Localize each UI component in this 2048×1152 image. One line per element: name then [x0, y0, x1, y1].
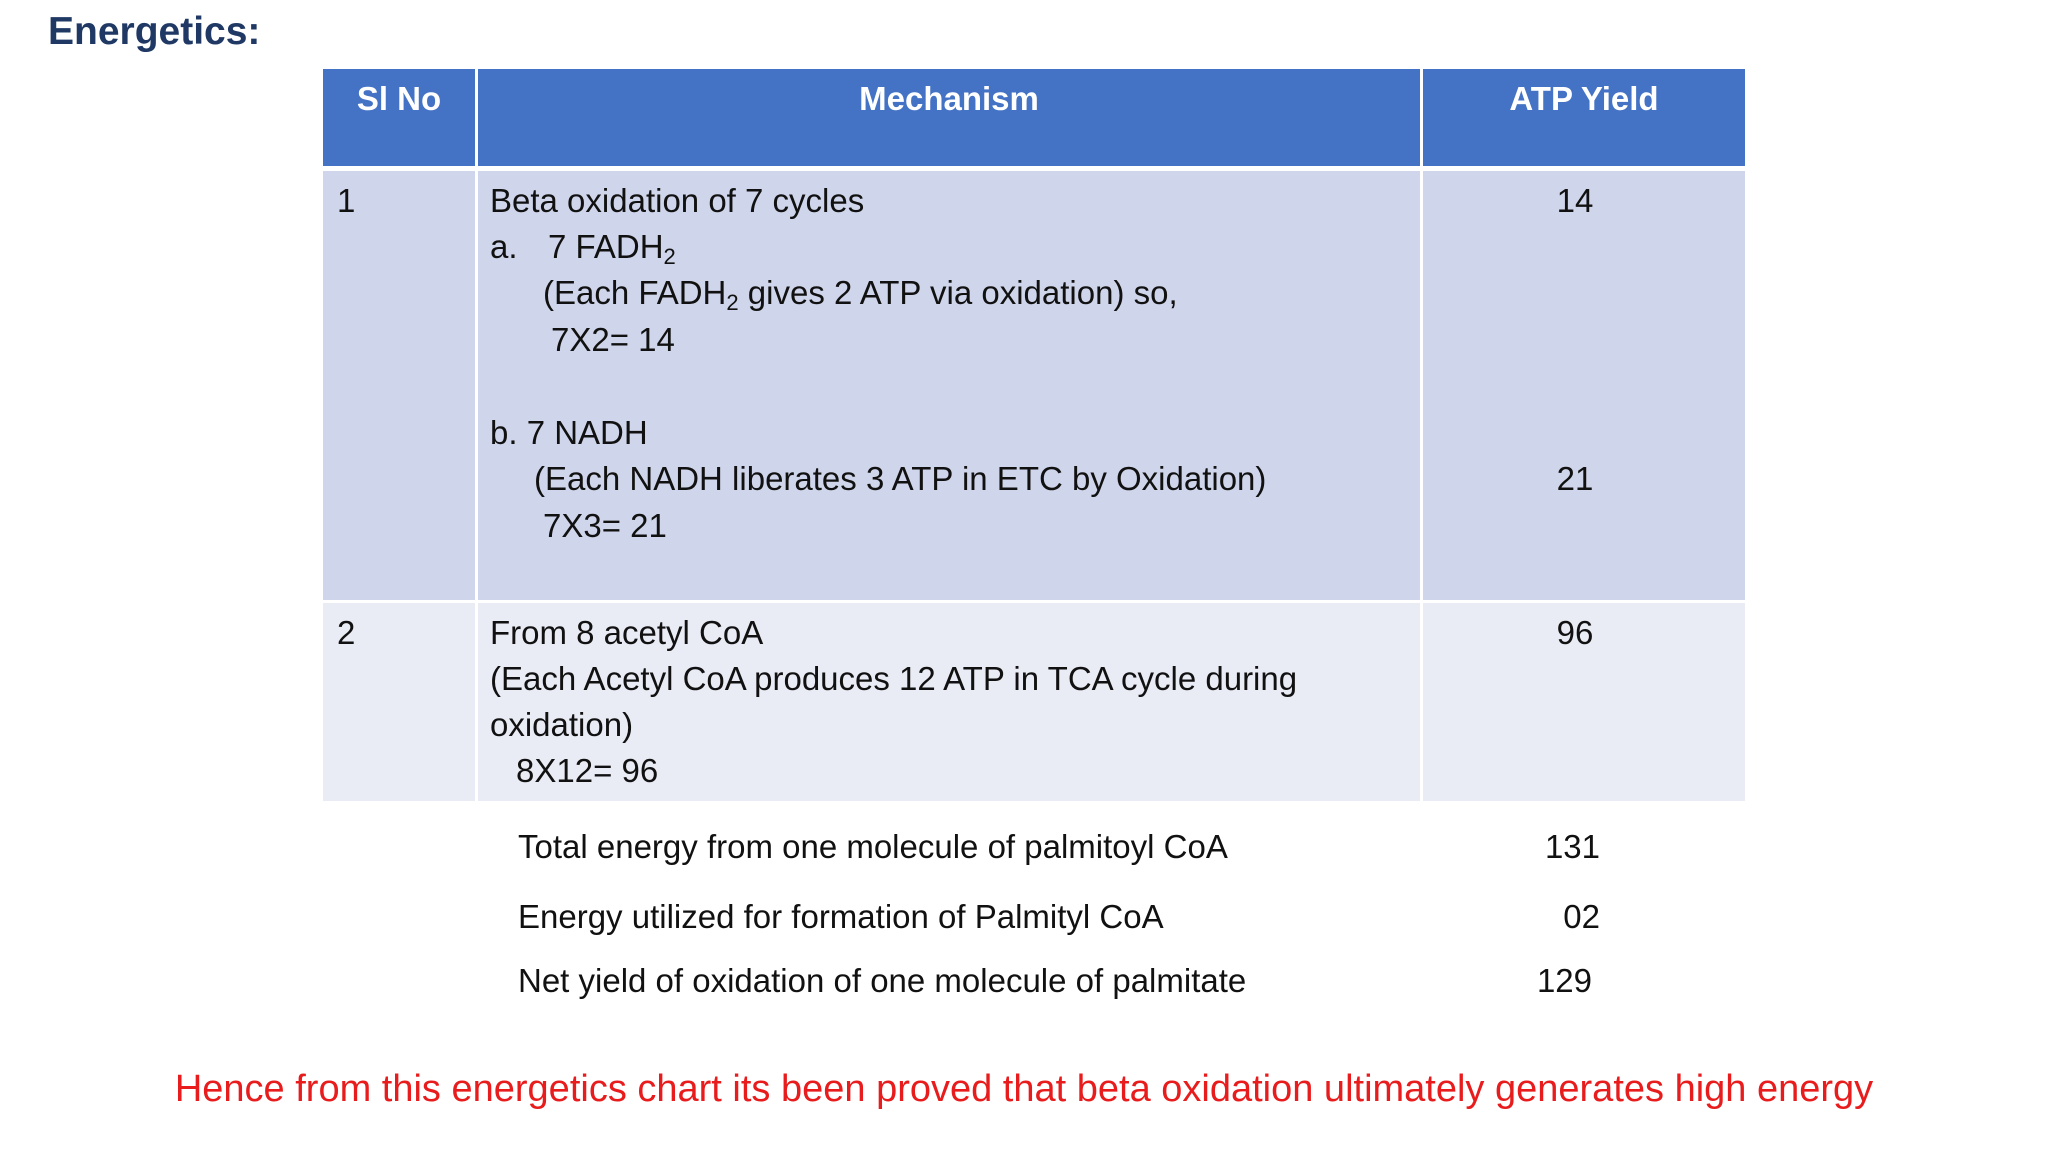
row1-cell-atp-yield: [1423, 171, 1745, 600]
row1-cell-mechanism: [478, 171, 1420, 600]
row1-cell-sl-no: [323, 171, 475, 600]
row2-calc: 8X12= 96: [516, 752, 659, 789]
conclusion-text: Hence from this energetics chart its bee…: [174, 1068, 1874, 1110]
row2-line3: oxidation): [490, 706, 634, 743]
header-atp-yield: ATP Yield: [1509, 80, 1659, 117]
summary-net-label: Net yield of oxidation of one molecule o…: [518, 962, 1247, 999]
row2-cell-atp-yield: [1423, 603, 1745, 801]
header-sl-no: Sl No: [356, 80, 442, 117]
row1-mechanism-heading: Beta oxidation of 7 cycles: [490, 182, 865, 219]
row1-part-a-title: 7 FADH2: [548, 228, 676, 269]
summary-utilized-value: 02: [1563, 898, 1600, 935]
row1-part-a-note: (Each FADH2 gives 2 ATP via oxidation) s…: [543, 274, 1178, 315]
row1-part-b-calc: 7X3= 21: [543, 507, 667, 544]
fadh-text: 7 FADH: [548, 228, 664, 265]
page-title: Energetics:: [48, 10, 261, 53]
row2-line1: From 8 acetyl CoA: [490, 614, 764, 651]
fadh-note-subscript: 2: [726, 290, 739, 315]
summary-total-label: Total energy from one molecule of palmit…: [518, 828, 1228, 865]
row1-sl-no: 1: [337, 182, 356, 219]
row1-yield-b: 21: [1556, 460, 1594, 497]
summary-total-value: 131: [1544, 828, 1600, 865]
row2-cell-sl-no: [323, 603, 475, 801]
row1-part-b-title: b. 7 NADH: [490, 414, 648, 451]
header-cell-mechanism: [478, 69, 1420, 166]
row2-sl-no: 2: [337, 614, 356, 651]
summary-net-value: 129: [1536, 962, 1592, 999]
row1-part-a-label: a.: [490, 228, 518, 265]
summary-utilized-label: Energy utilized for formation of Palmity…: [518, 898, 1164, 935]
row1-part-a-calc: 7X2= 14: [551, 321, 675, 358]
row2-line2: (Each Acetyl CoA produces 12 ATP in TCA …: [490, 660, 1298, 697]
fadh-note-end: gives 2 ATP via oxidation) so,: [738, 274, 1178, 311]
fadh-note-start: (Each FADH: [543, 274, 727, 311]
header-cell-atp-yield: [1423, 69, 1745, 166]
fadh-subscript: 2: [663, 244, 676, 269]
row2-cell-mechanism: [478, 603, 1420, 801]
header-mechanism: Mechanism: [859, 80, 1039, 117]
row1-part-b-note: (Each NADH liberates 3 ATP in ETC by Oxi…: [534, 460, 1267, 497]
row2-yield: 96: [1556, 614, 1594, 651]
header-cell-sl-no: [323, 69, 475, 166]
row1-yield-a: 14: [1556, 182, 1594, 219]
